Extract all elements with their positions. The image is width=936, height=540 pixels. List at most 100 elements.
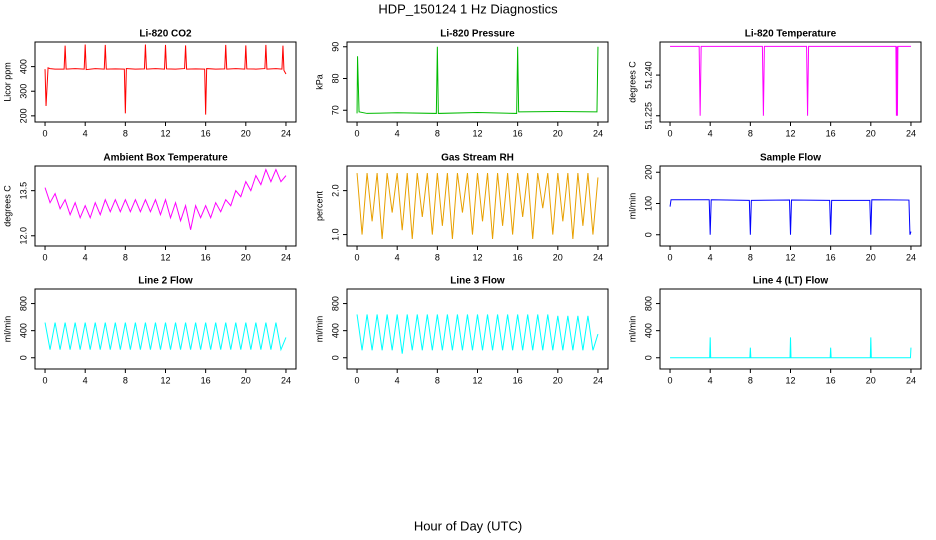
y-tick-label: 70: [330, 105, 340, 115]
y-axis-title: degrees C: [627, 61, 637, 103]
x-tick-label: 24: [906, 252, 916, 262]
data-line: [670, 337, 912, 359]
x-tick-label: 16: [201, 252, 211, 262]
x-tick-label: 0: [668, 375, 673, 385]
y-tick-label: 12.0: [18, 227, 28, 245]
y-tick-label: 80: [330, 74, 340, 84]
x-tick-label: 20: [241, 252, 251, 262]
data-line: [356, 172, 599, 240]
x-tick-label: 20: [553, 128, 563, 138]
x-tick-label: 0: [43, 252, 48, 262]
y-tick-label: 200: [18, 108, 28, 123]
x-tick-label: 20: [553, 252, 563, 262]
y-axis-title: percent: [314, 190, 324, 221]
panel-title: Li-820 CO2: [139, 29, 192, 40]
x-tick-label: 16: [201, 128, 211, 138]
x-tick-label: 8: [435, 128, 440, 138]
plot-frame: [346, 41, 609, 123]
panel-title: Li-820 Temperature: [745, 29, 837, 40]
x-tick-label: 16: [513, 128, 523, 138]
panel-title: Line 3 Flow: [450, 276, 505, 287]
y-tick-label: 13.5: [18, 182, 28, 200]
x-tick-label: 4: [83, 128, 88, 138]
data-line: [44, 44, 287, 115]
x-tick-label: 16: [826, 128, 836, 138]
x-tick-label: 12: [472, 252, 482, 262]
x-tick-label: 8: [123, 128, 128, 138]
panel-title: Ambient Box Temperature: [103, 153, 228, 164]
x-tick-label: 4: [83, 252, 88, 262]
x-tick-label: 0: [668, 128, 673, 138]
x-tick-label: 20: [866, 375, 876, 385]
x-tick-label: 12: [785, 375, 795, 385]
x-tick-label: 0: [355, 128, 360, 138]
x-tick-label: 8: [748, 375, 753, 385]
data-line: [44, 322, 287, 352]
x-tick-label: 0: [355, 375, 360, 385]
x-tick-label: 12: [785, 128, 795, 138]
panel-title: Line 4 (LT) Flow: [753, 276, 829, 287]
y-tick-label: 0: [643, 355, 653, 360]
x-tick-label: 4: [83, 375, 88, 385]
x-tick-label: 12: [472, 128, 482, 138]
x-tick-label: 4: [395, 252, 400, 262]
y-tick-label: 90: [330, 42, 340, 52]
x-tick-label: 20: [866, 128, 876, 138]
x-tick-label: 20: [866, 252, 876, 262]
y-tick-label: 200: [643, 165, 653, 180]
y-tick-label: 0: [18, 355, 28, 360]
x-tick-label: 24: [906, 375, 916, 385]
x-tick-label: 0: [668, 252, 673, 262]
x-tick-label: 20: [241, 375, 251, 385]
y-tick-label: 400: [643, 323, 653, 338]
y-tick-label: 400: [18, 59, 28, 74]
x-tick-label: 24: [281, 128, 291, 138]
y-axis-title: degrees C: [2, 185, 12, 227]
y-axis-title: Licor ppm: [2, 62, 12, 102]
x-tick-label: 0: [43, 128, 48, 138]
x-tick-label: 24: [593, 375, 603, 385]
x-tick-label: 8: [123, 252, 128, 262]
x-tick-label: 0: [355, 252, 360, 262]
x-tick-label: 16: [513, 375, 523, 385]
x-tick-label: 4: [395, 375, 400, 385]
x-tick-label: 12: [160, 375, 170, 385]
y-tick-label: 2.0: [330, 184, 340, 197]
y-tick-label: 51.225: [643, 102, 653, 130]
x-tick-label: 12: [160, 252, 170, 262]
data-line: [356, 314, 599, 354]
x-tick-label: 24: [593, 128, 603, 138]
data-line: [356, 46, 599, 114]
x-tick-label: 12: [472, 375, 482, 385]
x-tick-label: 8: [748, 252, 753, 262]
x-tick-label: 0: [43, 375, 48, 385]
x-tick-label: 24: [281, 252, 291, 262]
x-tick-label: 24: [906, 128, 916, 138]
y-axis-title: ml/min: [314, 316, 324, 343]
data-line: [669, 199, 912, 235]
y-tick-label: 400: [330, 323, 340, 338]
x-tick-label: 8: [748, 128, 753, 138]
x-axis-title: Hour of Day (UTC): [414, 518, 522, 533]
y-tick-label: 400: [18, 323, 28, 338]
x-tick-label: 12: [785, 252, 795, 262]
x-tick-label: 8: [435, 252, 440, 262]
x-tick-label: 24: [281, 375, 291, 385]
x-tick-label: 8: [123, 375, 128, 385]
x-tick-label: 16: [201, 375, 211, 385]
y-tick-label: 51.240: [643, 61, 653, 89]
y-tick-label: 800: [643, 296, 653, 311]
figure-title: HDP_150124 1 Hz Diagnostics: [378, 1, 558, 16]
x-tick-label: 20: [553, 375, 563, 385]
y-tick-label: 800: [330, 296, 340, 311]
plot-frame: [346, 288, 609, 370]
y-axis-title: ml/min: [627, 316, 637, 343]
y-tick-label: 0: [643, 232, 653, 237]
x-tick-label: 16: [513, 252, 523, 262]
x-tick-label: 4: [708, 128, 713, 138]
panel-title: Gas Stream RH: [441, 153, 514, 164]
x-tick-label: 8: [435, 375, 440, 385]
y-tick-label: 1.0: [330, 228, 340, 241]
x-tick-label: 4: [708, 375, 713, 385]
y-tick-label: 800: [18, 296, 28, 311]
